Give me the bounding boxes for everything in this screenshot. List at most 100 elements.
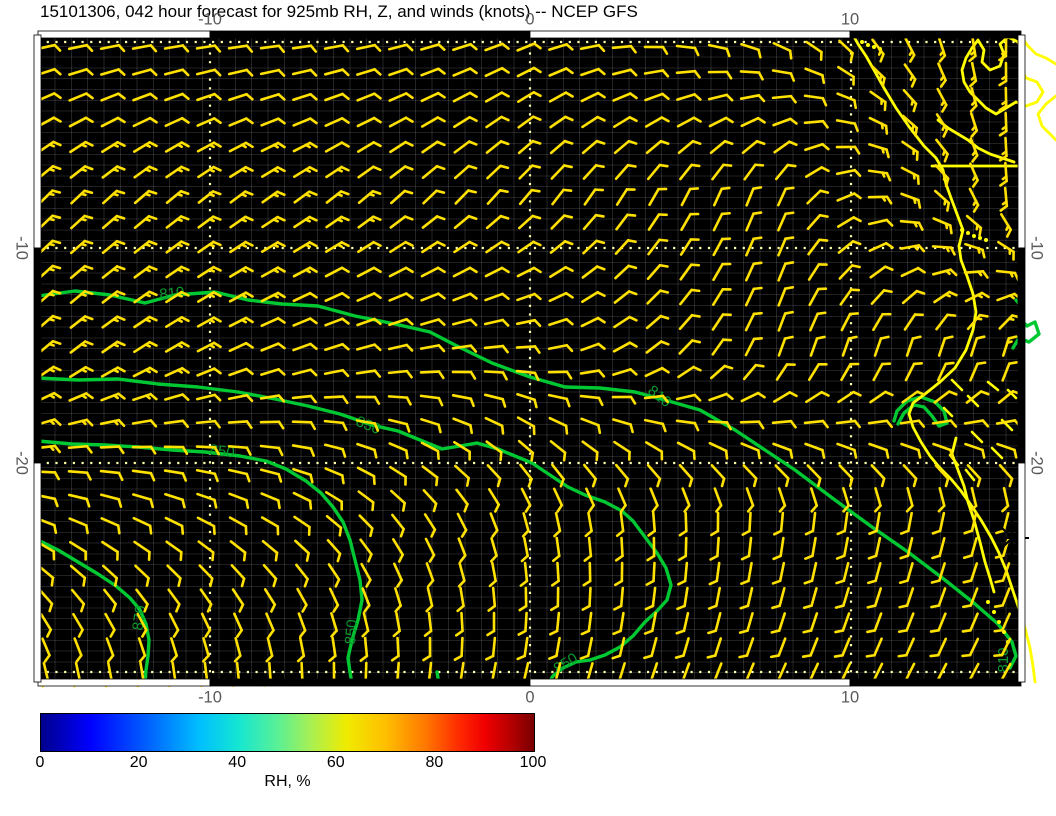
barb-staff (70, 189, 86, 205)
barb-staff (460, 636, 464, 658)
barb-feather (552, 554, 561, 563)
barb-staff (581, 115, 599, 129)
barb-feather (341, 395, 349, 405)
barb-staff (292, 317, 312, 327)
barb-feather (628, 341, 638, 348)
barb-feather (756, 116, 766, 124)
wind-barb (676, 441, 696, 461)
barb-feather (755, 139, 766, 146)
barb-staff (612, 368, 632, 376)
wind-barb (456, 512, 468, 538)
wind-barb (419, 344, 446, 353)
barb-staff (515, 345, 537, 349)
wind-barb (615, 511, 625, 538)
wind-barb (999, 186, 1009, 212)
barb-half-feather (272, 218, 279, 223)
barb-staff (196, 92, 216, 102)
top-tick-label: -10 (198, 10, 222, 28)
wind-barb (324, 342, 350, 352)
wind-barb (584, 511, 593, 538)
barb-staff (295, 563, 309, 581)
barb-feather (883, 265, 894, 271)
barb-feather (752, 286, 763, 291)
barb-feather (116, 340, 126, 347)
barb-staff (677, 139, 695, 155)
barb-feather (340, 141, 350, 148)
barb-feather (772, 529, 783, 536)
wind-barb (69, 315, 94, 329)
wind-barb (644, 116, 670, 128)
wind-barb (742, 464, 758, 488)
barb-feather (820, 166, 830, 173)
barb-feather (789, 94, 797, 104)
barb-staff (227, 44, 249, 50)
wind-barb (163, 445, 189, 456)
wind-barb (677, 365, 702, 379)
barb-staff (195, 468, 217, 476)
barb-half-feather (144, 318, 151, 323)
wind-barb (165, 240, 190, 254)
barb-feather (660, 366, 670, 374)
barb-half-feather (912, 172, 916, 180)
barb-staff (484, 292, 504, 302)
barb-half-feather (112, 318, 119, 323)
wind-barb (357, 165, 382, 179)
barb-staff (614, 163, 630, 181)
barb-feather (147, 240, 158, 246)
barb-feather (565, 370, 573, 380)
barb-feather (930, 604, 941, 609)
barb-staff (747, 561, 753, 583)
barb-staff (487, 488, 501, 506)
wind-barb (646, 536, 656, 562)
barb-staff (549, 139, 567, 155)
barb-staff (392, 562, 404, 582)
barb-staff (969, 612, 979, 632)
barb-feather (661, 92, 670, 101)
barb-feather (115, 165, 126, 171)
barb-staff (39, 613, 53, 631)
barb-staff (105, 637, 115, 657)
barb-feather (276, 215, 286, 222)
barb-staff (73, 637, 83, 657)
wind-barb (741, 139, 766, 155)
barb-staff (841, 612, 851, 632)
barb-staff (743, 163, 757, 181)
wind-barb (421, 140, 446, 154)
coast-dot (986, 600, 990, 604)
barb-staff (100, 92, 120, 102)
wind-barb (292, 317, 318, 327)
barb-staff (297, 612, 307, 632)
barb-staff (228, 492, 248, 502)
wind-barb (518, 188, 541, 206)
wind-barb (872, 312, 892, 332)
barb-staff (741, 139, 759, 155)
barb-staff (228, 367, 248, 377)
barb-feather (898, 604, 909, 609)
barb-staff (935, 138, 949, 156)
wind-barb (99, 469, 124, 482)
barb-half-feather (208, 268, 215, 273)
barb-staff (582, 239, 598, 255)
wind-barb (933, 390, 958, 404)
barb-staff (676, 116, 696, 128)
barb-feather (531, 164, 542, 169)
barb-feather (117, 43, 126, 53)
barb-staff (681, 487, 691, 507)
barb-staff (901, 289, 919, 305)
wind-barb (739, 70, 764, 81)
barb-feather (244, 141, 254, 149)
barb-feather (818, 213, 829, 218)
barb-feather (147, 265, 158, 271)
contour-label: 850 (342, 619, 361, 645)
barb-feather (819, 189, 830, 194)
barb-half-feather (144, 192, 151, 197)
barb-feather (783, 310, 794, 315)
barb-staff (612, 92, 632, 102)
barb-feather (213, 393, 222, 402)
barb-staff (260, 516, 280, 528)
wind-barb (611, 636, 626, 660)
barb-staff (995, 269, 1017, 275)
barb-staff (292, 291, 312, 303)
wind-barb (67, 470, 92, 481)
barb-staff (838, 464, 854, 480)
